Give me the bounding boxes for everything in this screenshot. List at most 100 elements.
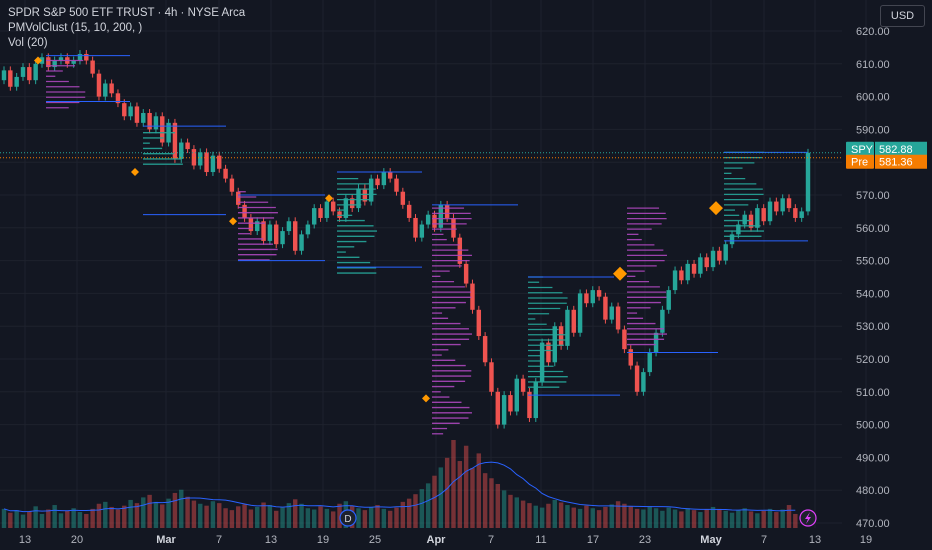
candle[interactable] <box>767 201 773 222</box>
candle[interactable] <box>774 201 779 212</box>
candle[interactable] <box>780 198 785 212</box>
candle[interactable] <box>223 168 228 179</box>
candle[interactable] <box>495 391 501 425</box>
candle[interactable] <box>109 83 114 94</box>
candle[interactable] <box>77 53 83 61</box>
candle[interactable] <box>419 224 425 238</box>
candle[interactable] <box>634 365 640 392</box>
candle[interactable] <box>565 309 570 346</box>
candle[interactable] <box>641 372 646 392</box>
candle[interactable] <box>603 296 608 320</box>
candle[interactable] <box>198 152 203 166</box>
candle[interactable] <box>179 142 184 159</box>
candle[interactable] <box>685 263 690 281</box>
candle[interactable] <box>305 224 311 235</box>
candle[interactable] <box>615 306 621 330</box>
candle[interactable] <box>8 70 13 87</box>
candle[interactable] <box>546 342 551 363</box>
signal-marker[interactable] <box>131 168 139 177</box>
candle[interactable] <box>387 172 393 179</box>
candle[interactable] <box>1 70 7 81</box>
candle[interactable] <box>255 221 260 232</box>
candle[interactable] <box>742 214 747 225</box>
candle[interactable] <box>375 178 380 186</box>
candle[interactable] <box>292 221 298 251</box>
candle[interactable] <box>761 208 766 222</box>
candle[interactable] <box>14 76 19 87</box>
candle[interactable] <box>622 329 627 350</box>
candle[interactable] <box>508 395 513 412</box>
candle[interactable] <box>691 263 697 274</box>
candle[interactable] <box>236 191 241 205</box>
candle[interactable] <box>33 63 38 81</box>
price-badge-value[interactable]: 582.88 <box>879 144 913 156</box>
candle[interactable] <box>432 214 437 228</box>
signal-marker[interactable] <box>422 394 430 403</box>
candle[interactable] <box>476 309 482 337</box>
candle[interactable] <box>406 204 412 218</box>
candle[interactable] <box>425 214 431 225</box>
candle[interactable] <box>318 208 323 218</box>
price-badge-value[interactable]: 581.36 <box>879 157 913 169</box>
candle[interactable] <box>343 198 349 218</box>
candle[interactable] <box>349 198 355 209</box>
candle[interactable] <box>723 244 728 261</box>
currency-button[interactable]: USD <box>880 5 925 27</box>
candle[interactable] <box>160 116 165 143</box>
candle[interactable] <box>299 234 304 251</box>
candle[interactable] <box>514 378 520 412</box>
candle[interactable] <box>286 221 292 232</box>
candle[interactable] <box>362 188 368 202</box>
candle[interactable] <box>46 57 51 68</box>
candle[interactable] <box>27 67 32 81</box>
candle[interactable] <box>717 250 722 261</box>
candle[interactable] <box>470 283 475 310</box>
candle[interactable] <box>552 326 557 363</box>
candle[interactable] <box>444 204 450 218</box>
candle[interactable] <box>394 178 399 192</box>
candle[interactable] <box>172 122 178 159</box>
candle[interactable] <box>141 113 146 123</box>
candle[interactable] <box>736 224 741 235</box>
indicator-pmvolclust[interactable]: PMVolClust (15, 10, 200, ) <box>8 22 143 34</box>
candle[interactable] <box>90 60 95 74</box>
candle[interactable] <box>457 237 463 264</box>
candle[interactable] <box>647 352 652 373</box>
candle[interactable] <box>52 60 57 68</box>
candle[interactable] <box>210 155 216 173</box>
candle[interactable] <box>489 362 494 392</box>
candle[interactable] <box>115 93 121 104</box>
candle[interactable] <box>755 208 760 228</box>
candle[interactable] <box>533 381 538 419</box>
candle[interactable] <box>672 270 678 291</box>
candle[interactable] <box>413 217 418 238</box>
candle[interactable] <box>400 191 406 205</box>
candle[interactable] <box>660 309 665 333</box>
signal-marker[interactable] <box>709 201 723 216</box>
candle[interactable] <box>482 336 488 363</box>
candle[interactable] <box>539 342 545 382</box>
indicator-volume[interactable]: Vol (20) <box>8 37 48 49</box>
candle[interactable] <box>527 391 532 419</box>
candle[interactable] <box>311 208 317 225</box>
symbol-title[interactable]: SPDR S&P 500 ETF TRUST · 4h · NYSE Arca <box>8 7 246 19</box>
candle[interactable] <box>191 149 197 166</box>
candle[interactable] <box>248 217 254 232</box>
signal-marker[interactable] <box>325 194 333 203</box>
candle[interactable] <box>204 152 209 173</box>
candle[interactable] <box>799 211 804 218</box>
candle[interactable] <box>729 234 735 245</box>
candle[interactable] <box>501 395 507 425</box>
price-badge-label[interactable]: Pre <box>851 157 868 169</box>
candle[interactable] <box>451 217 456 238</box>
candle[interactable] <box>704 257 709 268</box>
candle[interactable] <box>786 198 792 209</box>
candle[interactable] <box>134 106 140 123</box>
candle[interactable] <box>748 214 754 228</box>
candle[interactable] <box>520 378 526 392</box>
candle[interactable] <box>242 204 247 218</box>
candle[interactable] <box>356 188 361 209</box>
candle[interactable] <box>679 270 684 281</box>
candle[interactable] <box>666 290 671 310</box>
